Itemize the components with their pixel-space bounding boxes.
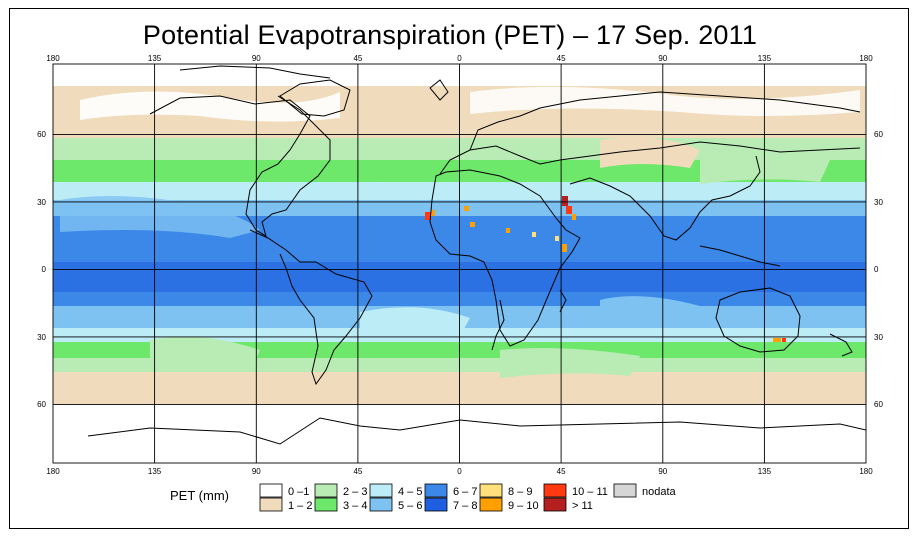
lon-tick-bottom-3: 45 [353, 467, 362, 476]
lon-tick-top-5: 45 [557, 54, 566, 63]
lon-tick-top-1: 135 [148, 54, 162, 63]
legend-swatch-0 [259, 483, 283, 498]
legend-swatch-8 [479, 483, 503, 498]
lon-tick-top-4: 0 [457, 54, 462, 63]
lon-tick-bottom-8: 180 [859, 467, 873, 476]
legend-label-2: 2 – 3 [343, 486, 367, 498]
legend-label-1: 1 – 2 [288, 500, 312, 512]
legend-swatch-2 [314, 483, 338, 498]
lon-tick-bottom-1: 135 [148, 467, 162, 476]
lat-tick-right-0: 60 [874, 130, 883, 139]
map-title: Potential Evapotranspiration (PET) – 17 … [142, 20, 758, 50]
lat-tick-right-3: 30 [874, 333, 883, 342]
legend-swatch-4 [369, 483, 393, 498]
legend-swatch-1 [259, 497, 283, 512]
legend-swatch-5 [369, 497, 393, 512]
lon-tick-top-8: 180 [859, 54, 873, 63]
lon-tick-bottom-0: 180 [46, 467, 60, 476]
lat-tick-left-1: 30 [37, 198, 46, 207]
figure-frame [9, 8, 909, 529]
lon-tick-top-3: 45 [353, 54, 362, 63]
legend-swatch-6 [424, 483, 448, 498]
legend-swatch-10 [543, 483, 567, 498]
lon-tick-bottom-4: 0 [457, 467, 462, 476]
lat-tick-left-2: 0 [42, 265, 47, 274]
lat-tick-left-3: 30 [37, 333, 46, 342]
lon-tick-bottom-7: 135 [758, 467, 772, 476]
legend-label-7: 7 – 8 [453, 500, 477, 512]
lon-tick-top-0: 180 [46, 54, 60, 63]
lon-tick-top-2: 90 [252, 54, 261, 63]
legend-label-10: 10 – 11 [572, 486, 608, 498]
legend-label-9: 9 – 10 [508, 500, 539, 512]
lat-tick-left-0: 60 [37, 130, 46, 139]
legend-swatch-3 [314, 497, 338, 512]
lon-tick-top-7: 135 [758, 54, 772, 63]
lat-tick-right-2: 0 [874, 265, 879, 274]
legend-label-5: 5 – 6 [398, 500, 422, 512]
legend: PET (mm) 0 –1 1 – 2 2 – 3 3 – 4 4 – 5 5 … [170, 483, 677, 512]
lon-tick-bottom-6: 90 [658, 467, 667, 476]
legend-label-0: 0 –1 [288, 486, 309, 498]
lat-tick-right-1: 30 [874, 198, 883, 207]
graticule [52, 63, 867, 464]
legend-label-11: > 11 [572, 500, 593, 512]
legend-title: PET (mm) [170, 488, 229, 503]
lon-tick-bottom-2: 90 [252, 467, 261, 476]
lat-tick-left-4: 60 [37, 400, 46, 409]
lon-tick-bottom-5: 45 [557, 467, 566, 476]
legend-swatch-12 [613, 483, 637, 498]
lon-tick-top-6: 90 [658, 54, 667, 63]
legend-label-4: 4 – 5 [398, 486, 422, 498]
legend-swatch-9 [479, 497, 503, 512]
coastlines [87, 65, 866, 445]
lat-tick-right-4: 60 [874, 400, 883, 409]
legend-swatch-11 [543, 497, 567, 512]
legend-label-6: 6 – 7 [453, 486, 477, 498]
legend-label-12: nodata [642, 486, 677, 498]
legend-swatch-7 [424, 497, 448, 512]
legend-label-3: 3 – 4 [343, 500, 367, 512]
legend-label-8: 8 – 9 [508, 486, 532, 498]
